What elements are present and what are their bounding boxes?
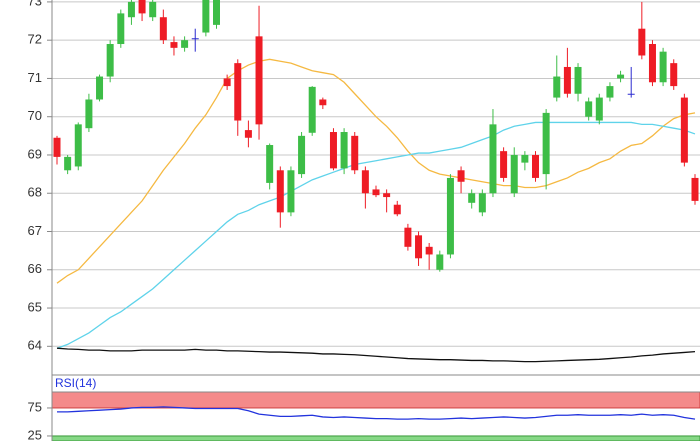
line: [56, 121, 696, 349]
candle-body: [127, 1, 135, 18]
candle-body: [542, 112, 550, 175]
candle-body: [617, 74, 625, 79]
y-tick-label: 72: [28, 32, 42, 47]
legend-label: RSI(14): [55, 376, 96, 390]
candle-body: [319, 99, 327, 106]
candle-body: [468, 193, 476, 203]
candle-body: [425, 246, 433, 255]
candle-body: [298, 135, 306, 175]
candle-body: [691, 177, 699, 201]
candle-body: [446, 177, 454, 255]
candle-body: [457, 170, 465, 182]
price-plot: [53, 0, 699, 363]
candle-body: [510, 154, 518, 194]
candle-body: [202, 0, 210, 33]
candle-body: [287, 170, 295, 213]
candle-body: [276, 170, 284, 213]
y-tick-label: 75: [28, 399, 42, 414]
overbought-zone: [52, 392, 700, 409]
line: [57, 406, 696, 420]
candle-body: [436, 254, 444, 270]
candle-body: [117, 13, 125, 45]
candle-body: [478, 193, 486, 213]
y-tick-label: 68: [28, 185, 42, 200]
candle-body: [648, 44, 656, 83]
candle-body: [53, 137, 61, 157]
candle-body: [638, 28, 646, 56]
candle-body: [595, 97, 603, 121]
line: [56, 58, 696, 284]
candle-body: [383, 193, 391, 198]
candle-body: [255, 36, 263, 125]
candle-body: [308, 86, 316, 133]
candle-body: [340, 132, 348, 169]
candle-body: [361, 170, 369, 194]
y-tick-label: 67: [28, 223, 42, 238]
candle-body: [489, 124, 497, 194]
candle-body: [85, 99, 93, 129]
candle-body: [563, 66, 571, 94]
candle-body: [585, 101, 593, 117]
candle-body: [159, 17, 167, 41]
candle-body: [96, 76, 104, 100]
candle-body: [74, 124, 82, 167]
rsi-grid: 75 25: [28, 399, 52, 441]
line: [56, 347, 696, 363]
y-tick-label: 65: [28, 299, 42, 314]
candle-body: [329, 132, 337, 169]
candle-body: [393, 204, 401, 215]
candle-body: [244, 130, 252, 138]
rsi-plot: [52, 392, 700, 441]
candle-body: [415, 235, 423, 259]
candle-body: [138, 0, 146, 14]
y-tick-label: 66: [28, 261, 42, 276]
candle-body: [234, 63, 242, 121]
price-grid: 64 65 66 67 68 69 70 71 72 73: [28, 0, 700, 353]
candle-body: [266, 145, 274, 183]
candle-body: [191, 38, 199, 40]
candle-body: [553, 76, 561, 98]
candle-body: [659, 51, 667, 83]
y-tick-label: 25: [28, 427, 42, 441]
candle-body: [574, 66, 582, 94]
y-tick-label: 71: [28, 70, 42, 85]
candle-body: [680, 97, 688, 163]
candle-body: [670, 63, 678, 87]
candle-body: [521, 154, 529, 163]
candle-body: [606, 86, 614, 98]
candle-body: [372, 189, 380, 196]
candle-body: [181, 40, 189, 48]
candle-body: [500, 151, 508, 178]
candle-body: [404, 227, 412, 247]
y-tick-label: 70: [28, 108, 42, 123]
y-tick-label: 69: [28, 146, 42, 161]
candle-body: [223, 78, 231, 87]
y-tick-label: 73: [28, 0, 42, 8]
candle-body: [106, 44, 114, 77]
candle-body: [64, 156, 72, 171]
candle-body: [532, 154, 539, 178]
candle-body: [213, 0, 220, 25]
candle-body: [149, 1, 157, 18]
candle-body: [170, 42, 178, 48]
y-tick-label: 64: [28, 338, 42, 353]
oversold-zone: [52, 435, 700, 441]
candle-body: [351, 135, 359, 171]
candle-body: [627, 93, 635, 95]
